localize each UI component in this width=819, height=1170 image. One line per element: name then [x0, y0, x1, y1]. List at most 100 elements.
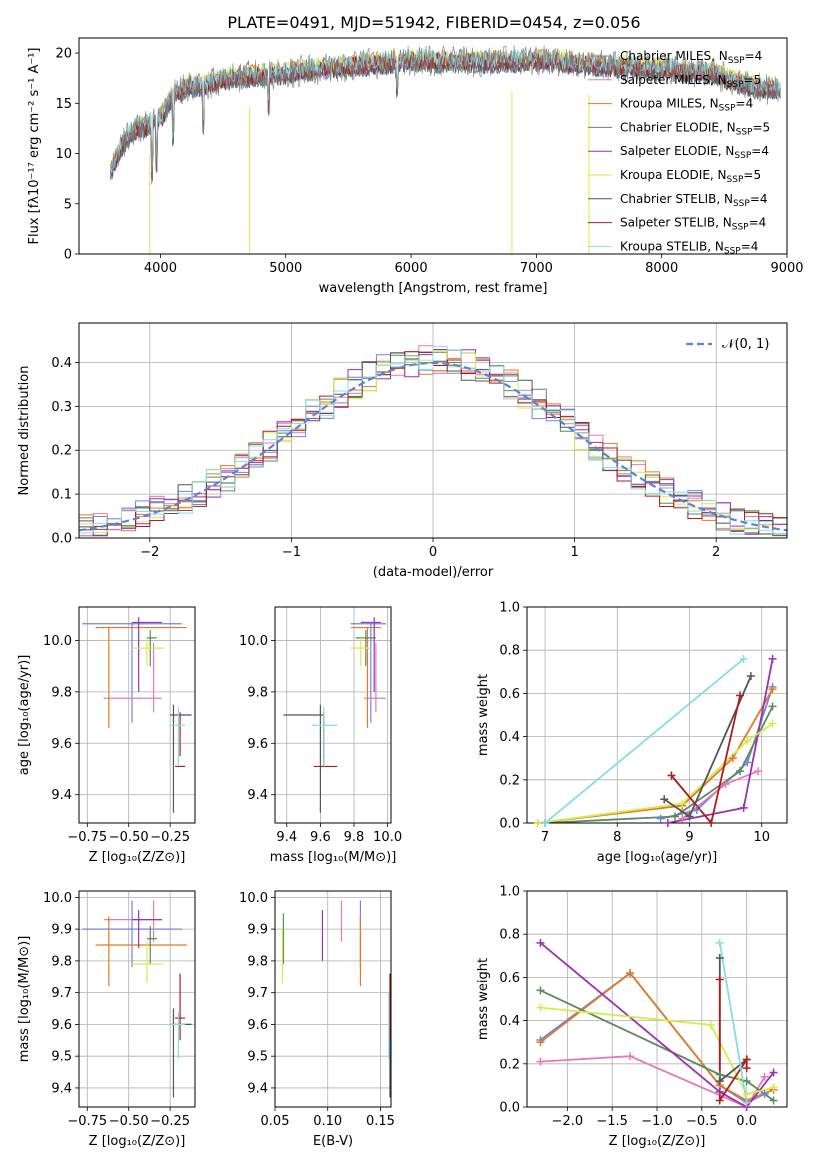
axes-frame	[526, 606, 788, 824]
y-tick-label: 15	[55, 97, 72, 112]
weight-point-marker	[742, 1090, 751, 1099]
x-tick-label: −0.75	[67, 1114, 107, 1129]
y-tick-label: 9.5	[247, 1050, 268, 1065]
x-tick-label: 9.8	[344, 830, 365, 845]
weight-point-marker	[715, 938, 724, 947]
weight-point-marker	[721, 780, 730, 789]
x-tick-label: 7000	[520, 261, 553, 276]
plot-area-age-vs-mass	[283, 617, 386, 813]
y-tick-label: 10.0	[43, 634, 72, 649]
legend-normal-label: 𝒩(0, 1)	[722, 337, 769, 352]
y-tick-label: 9.4	[51, 1081, 72, 1096]
weight-point-marker	[715, 1096, 724, 1105]
legend-subscript: SSP	[727, 80, 744, 90]
x-axis-label: E(B-V)	[313, 1134, 353, 1149]
panels: 4000 5000 6000 7000 8000 900005101520waveleng…	[17, 37, 804, 1149]
panel-spectrum: 4000 5000 6000 7000 8000 9000 0 5 10 15 20 waveleng…	[27, 37, 804, 296]
y-tick-label: 0	[64, 248, 72, 263]
x-tick-label: 4000	[144, 261, 177, 276]
observed-spectrum-line	[110, 44, 781, 182]
weight-point-marker	[768, 719, 777, 728]
y-tick-label: 9.5	[51, 1050, 72, 1065]
legend-subscript: SSP	[719, 104, 736, 114]
plot-area-mass-vs-ebv	[281, 900, 391, 1098]
x-tick-label: −0.25	[150, 830, 190, 845]
x-tick-label: 0.15	[366, 1114, 395, 1129]
x-tick-label: 0.05	[261, 1114, 290, 1129]
y-tick-label: 0.6	[499, 971, 520, 986]
weight-point-marker	[678, 799, 687, 808]
x-tick-label: 7	[541, 830, 549, 845]
weight-point-marker	[746, 672, 755, 681]
legend-label: Kroupa MILES, NSSP=4	[620, 97, 753, 114]
legend-label: Kroupa ELODIE, NSSP=5	[620, 168, 761, 185]
weight-point-marker	[536, 1003, 545, 1012]
weight-point-marker	[715, 1087, 724, 1096]
legend-subscript: SSP	[734, 151, 751, 161]
legend-subscript: SSP	[732, 223, 749, 233]
x-axis-label: Z [log₁₀(Z/Z⊙)]	[89, 850, 186, 865]
x-tick-label: 6000	[395, 261, 428, 276]
axes-frame	[78, 890, 196, 1108]
x-tick-label: 8000	[645, 261, 678, 276]
y-tick-label: 9.7	[51, 986, 72, 1001]
x-tick-label: −0.5	[686, 1114, 718, 1129]
y-axis-label: mass [log₁₀(M/M⊙)]	[17, 936, 32, 1063]
x-tick-label: 10.0	[373, 830, 402, 845]
y-tick-label: 9.9	[247, 923, 268, 938]
y-tick-label: 0.1	[51, 488, 72, 503]
legend-nssp-value: =4	[745, 49, 763, 63]
axes-frame	[78, 37, 788, 255]
x-axis-label: (data-model)/error	[373, 565, 494, 580]
weight-point-marker	[768, 685, 777, 694]
weight-point-marker	[692, 806, 701, 815]
panel-residuals: −2 −1 0 1 2 0.0 0.1 0.2 0.3 0.4 (data-model)/error…	[17, 322, 788, 580]
weight-point-marker	[742, 1077, 751, 1086]
y-tick-label: 0.2	[499, 1057, 520, 1072]
y-tick-label: 9.6	[247, 1018, 268, 1033]
weight-point-marker	[715, 1077, 724, 1086]
y-tick-label: 0.0	[51, 532, 72, 547]
plot-area-weight-vs-age	[537, 658, 774, 823]
legend-nssp-value: =5	[752, 120, 770, 134]
y-tick-label: 1.0	[499, 885, 520, 900]
y-tick-label: 0.8	[499, 644, 520, 659]
x-tick-label: −2	[140, 545, 159, 560]
x-axis-label: Z [log₁₀(Z/Z⊙)]	[609, 1134, 706, 1149]
y-tick-label: 0.0	[499, 817, 520, 832]
weight-point-marker	[656, 814, 665, 823]
y-tick-label: 10.0	[239, 891, 268, 906]
x-tick-label: 9.6	[310, 830, 331, 845]
x-tick-label: −0.50	[109, 1114, 149, 1129]
legend-nssp-value: =4	[749, 216, 767, 230]
x-axis-label: age [log₁₀(age/yr)]	[597, 850, 718, 865]
legend-nssp-value: =5	[743, 73, 761, 87]
x-tick-label: −1.5	[596, 1114, 628, 1129]
legend-nssp-value: =5	[743, 168, 761, 182]
legend-spectrum: Chabrier MILES, NSSP=4 Salpeter MILES, NS…	[588, 49, 770, 256]
axes-frame	[274, 890, 392, 1108]
y-tick-label: 9.8	[247, 954, 268, 969]
legend-label: Chabrier MILES, NSSP=4	[620, 49, 762, 66]
x-tick-label: 0.0	[736, 1114, 757, 1129]
x-axis-label: Z [log₁₀(Z/Z⊙)]	[89, 1134, 186, 1149]
weight-point-marker	[707, 819, 716, 827]
y-tick-label: 0.8	[499, 928, 520, 943]
x-axis-label: mass [log₁₀(M/M⊙)]	[270, 850, 397, 865]
legend-label: Chabrier ELODIE, NSSP=5	[620, 120, 770, 137]
weight-point-marker	[541, 819, 550, 827]
axes-frame	[526, 890, 788, 1108]
weight-point-marker	[533, 819, 542, 827]
weight-point-marker	[760, 1072, 769, 1081]
weight-point-marker	[626, 1052, 635, 1061]
legend-nssp-value: =4	[751, 144, 769, 158]
weight-point-marker	[743, 736, 752, 745]
y-tick-label: 9.7	[247, 986, 268, 1001]
weight-point-marker	[536, 938, 545, 947]
weight-point-marker	[536, 1038, 545, 1047]
weight-point-marker	[742, 1055, 751, 1064]
legend-subscript: SSP	[727, 175, 744, 185]
weight-point-marker	[739, 803, 748, 812]
weight-point-marker	[742, 1098, 751, 1107]
normal-curve	[79, 361, 787, 532]
